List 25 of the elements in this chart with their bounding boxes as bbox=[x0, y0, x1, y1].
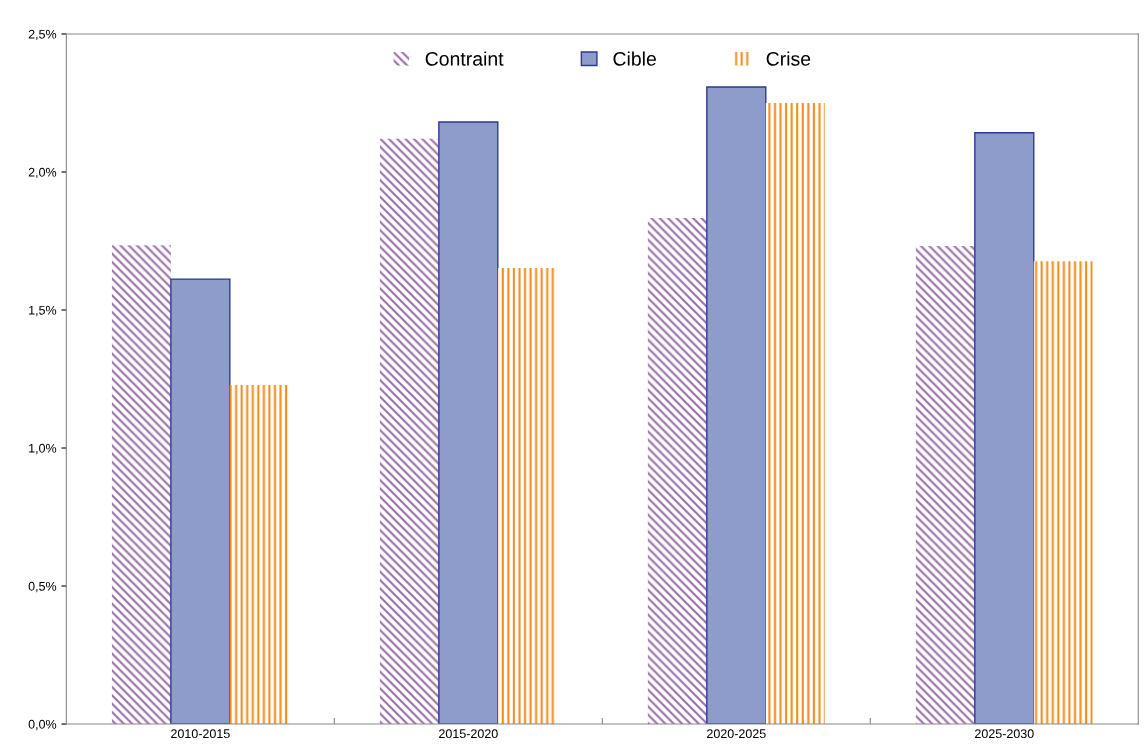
bar bbox=[1033, 261, 1093, 725]
y-tick-label: 0,0% bbox=[28, 719, 57, 731]
x-tick-label: 2020-2025 bbox=[707, 729, 766, 739]
bar bbox=[647, 218, 707, 725]
x-tick-label: 2015-2020 bbox=[439, 729, 498, 739]
bar bbox=[706, 86, 767, 725]
y-tick-label: 1,0% bbox=[29, 443, 57, 455]
y-tick-label: 2,0% bbox=[28, 167, 57, 179]
bar bbox=[438, 121, 499, 725]
bar bbox=[497, 268, 557, 725]
bar bbox=[229, 385, 289, 725]
x-tick-label: 2025-2030 bbox=[975, 729, 1034, 739]
y-tick-label: 1,5% bbox=[29, 305, 57, 317]
y-tick-label: 0,5% bbox=[28, 581, 57, 593]
legend-label: Contraint bbox=[425, 51, 504, 66]
bar bbox=[111, 245, 171, 725]
legend-label: Crise bbox=[766, 51, 811, 66]
y-tick-label: 2,5% bbox=[28, 29, 57, 41]
bar bbox=[974, 132, 1035, 725]
bar bbox=[765, 102, 825, 725]
bar bbox=[170, 278, 231, 725]
bar bbox=[379, 138, 439, 725]
x-tick-label: 2010-2015 bbox=[171, 729, 230, 739]
bar bbox=[915, 245, 975, 725]
legend-label: Cible bbox=[613, 51, 656, 66]
